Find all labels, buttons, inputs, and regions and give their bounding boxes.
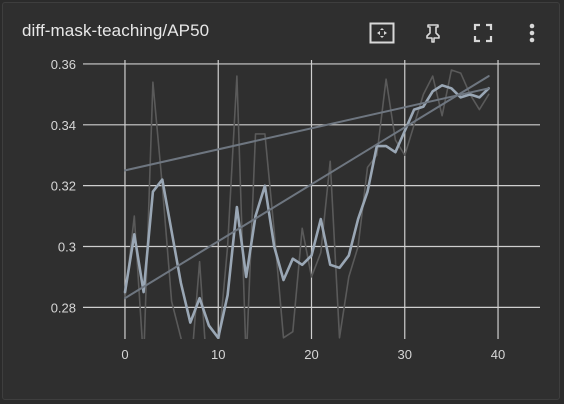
raw-series-line [124,69,490,339]
fit-domain-button[interactable] [369,20,395,46]
fullscreen-button[interactable] [470,20,496,46]
chart-tick-labels: 0 10 20 30 40 0.28 0.3 0.32 0.34 0.36 [51,57,506,362]
trend-series-line [124,75,490,300]
chart-series [123,69,491,339]
x-tick-label: 30 [398,347,412,362]
y-tick-label: 0.3 [58,240,76,255]
pin-icon [426,24,440,43]
x-tick-label: 20 [304,347,318,362]
more-vert-icon [529,23,535,43]
fit-domain-icon [369,22,395,44]
y-tick-label: 0.36 [51,57,76,72]
more-options-button[interactable] [519,20,545,46]
chart-title: diff-mask-teaching/AP50 [22,21,210,40]
smoothed-series-line [123,84,491,339]
fullscreen-icon [473,23,493,43]
trend-series-line [124,87,490,172]
y-tick-label: 0.32 [51,179,76,194]
chart-card: diff-mask-teaching/AP50 [2,2,560,400]
x-tick-label: 10 [211,347,225,362]
x-tick-label: 0 [121,347,128,362]
pin-button[interactable] [420,20,446,46]
y-tick-label: 0.28 [51,300,76,315]
x-tick-label: 40 [491,347,505,362]
y-tick-label: 0.34 [51,118,76,133]
